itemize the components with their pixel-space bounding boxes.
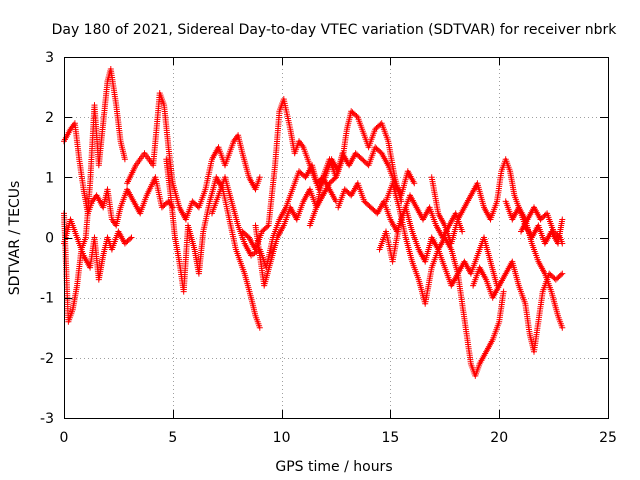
x-tick-label: 5 [168,430,177,446]
data-marker [502,198,566,331]
x-axis-title: GPS time / hours [275,459,392,475]
y-tick-label: -2 [40,351,54,367]
series-satellite-track-7 [239,96,339,253]
series-satellite-track-5 [163,156,263,331]
data-marker [239,96,339,253]
y-axis-title: SDTVAR / TECUs [7,181,23,296]
data-marker [383,180,507,379]
series-satellite-track-9 [306,144,418,229]
chart-title: Day 180 of 2021, Sidereal Day-to-day VTE… [52,22,618,38]
data-marker [306,144,418,229]
data-points [61,66,566,379]
series-satellite-track-15 [502,198,566,331]
y-tick-label: 3 [45,50,54,66]
data-marker [163,156,263,331]
data-marker [124,90,263,223]
series-satellite-track-16 [518,204,566,247]
x-tick-label: 25 [599,430,617,446]
x-tick-label: 0 [60,430,69,446]
y-tick-label: -3 [40,411,54,427]
x-tick-label: 15 [381,430,399,446]
data-marker [518,204,566,247]
x-tick-label: 10 [273,430,291,446]
y-tick-label: -1 [40,291,54,307]
axis-ticks: -3 -2 -1 0 1 2 3 0 5 10 15 20 25 [40,50,617,446]
series-satellite-track-12 [383,180,507,379]
y-tick-label: 2 [45,110,54,126]
y-tick-label: 1 [45,170,54,186]
series-satellite-track-4 [124,90,263,223]
y-tick-label: 0 [45,231,54,247]
x-tick-label: 20 [490,430,508,446]
